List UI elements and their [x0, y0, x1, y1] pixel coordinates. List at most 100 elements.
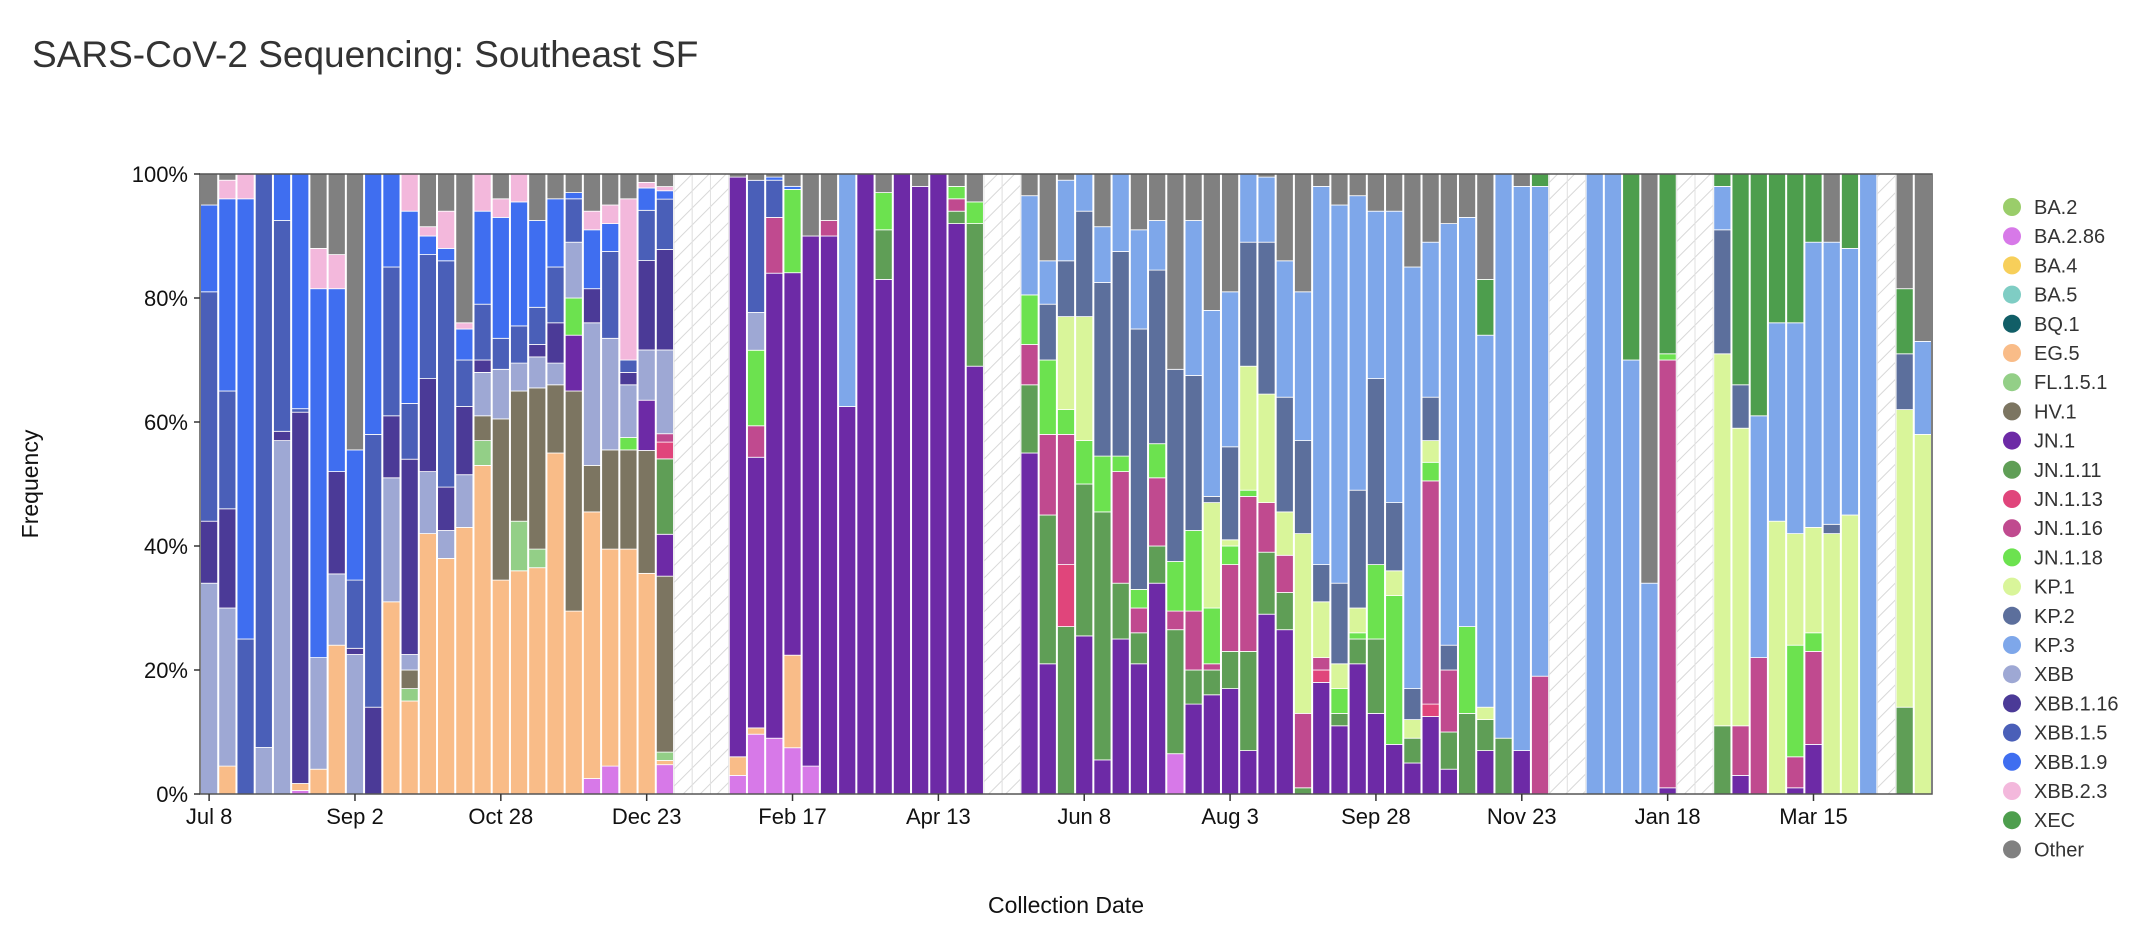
- bars-layer: [200, 173, 1932, 795]
- segment-XBB.1.16: [364, 706, 383, 795]
- bar-W30: [728, 173, 747, 795]
- bar-W50: [1093, 173, 1112, 795]
- segment-KP.2: [1221, 446, 1240, 541]
- segment-XBB.2.3: [400, 173, 419, 212]
- segment-EG.5: [655, 760, 674, 766]
- segment-XBB.1.9: [655, 190, 674, 200]
- legend-swatch: [2003, 636, 2021, 654]
- segment-HV.1: [546, 384, 565, 454]
- segment-KP.2: [1439, 644, 1458, 671]
- legend-item-BQ.1: BQ.1: [2003, 314, 2080, 336]
- segment-KP.1: [1476, 706, 1495, 721]
- segment-EG.5: [491, 579, 510, 795]
- segment-BA.2.86: [765, 737, 784, 795]
- segment-JN.1.16: [1221, 564, 1240, 652]
- segment-EG.5: [783, 654, 802, 749]
- y-tick-label: 100%: [132, 162, 188, 187]
- segment-KP.1: [1075, 316, 1094, 442]
- segment-Other: [1385, 173, 1404, 212]
- segment-JN.1: [1348, 663, 1367, 795]
- segment-Other: [1202, 173, 1221, 311]
- segment-JN.1.18: [1057, 409, 1075, 435]
- legend-swatch: [2003, 519, 2021, 538]
- no-data-column: [709, 173, 730, 795]
- legend-item-XEC: XEC: [2003, 810, 2075, 832]
- segment-JN.1: [765, 272, 784, 739]
- segment-Other: [309, 173, 328, 249]
- segment-JN.1: [1786, 787, 1805, 795]
- segment-Other: [1895, 173, 1914, 290]
- segment-XBB.1.9: [583, 229, 601, 290]
- segment-XBB.1.9: [637, 187, 656, 211]
- segment-KP.1: [1913, 433, 1932, 795]
- segment-XBB.1.5: [273, 220, 291, 432]
- segment-XBB.2.3: [236, 173, 255, 200]
- legend-swatch: [2003, 256, 2021, 275]
- segment-JN.1: [1421, 716, 1440, 795]
- segment-Other: [1184, 173, 1203, 221]
- segment-XBB.1.9: [783, 185, 802, 190]
- segment-XBB.1.16: [273, 430, 291, 441]
- no-data-column: [1876, 173, 1897, 795]
- segment-XBB: [546, 362, 565, 386]
- segment-XBB.1.5: [510, 325, 528, 364]
- legend-item-FL.1.5.1: FL.1.5.1: [2003, 372, 2107, 394]
- legend-label: FL.1.5.1: [2034, 372, 2107, 394]
- segment-XBB.1.16: [291, 411, 310, 784]
- legend-label: BA.5: [2034, 285, 2077, 307]
- legend-item-Other: Other: [2003, 839, 2084, 861]
- segment-JN.1: [1330, 725, 1349, 795]
- segment-XBB.1.9: [564, 192, 583, 200]
- segment-XBB.1.16: [455, 406, 474, 476]
- legend-label: JN.1.16: [2034, 518, 2103, 540]
- segment-XBB.1.5: [637, 209, 656, 261]
- bar-W17: [491, 173, 510, 795]
- bar-W54: [1166, 173, 1185, 795]
- bar-W89: [1804, 173, 1823, 795]
- segment-XBB.1.9: [765, 176, 784, 181]
- bar-W11: [382, 173, 401, 795]
- segment-JN.1.18: [1020, 294, 1039, 345]
- no-data-column: [691, 173, 711, 795]
- bar-W18: [510, 173, 528, 795]
- segment-XBB.1.5: [382, 266, 401, 417]
- segment-FL.1.5.1: [528, 548, 547, 569]
- segment-JN.1.11: [874, 229, 893, 280]
- segment-JN.1: [1731, 775, 1750, 795]
- axes-layer: 0% 20% 40% 60% 80% 100% Jul 8 Sep 2 Oct 28 Dec 23…: [132, 162, 1933, 829]
- plot-frame: [199, 173, 1933, 795]
- segment-XEC: [1895, 288, 1914, 355]
- segment-HV.1: [400, 669, 419, 690]
- segment-XBB: [218, 607, 237, 767]
- segment-XEC: [1786, 173, 1805, 324]
- segment-Other: [1348, 173, 1367, 197]
- segment-JN.1.13: [1312, 669, 1331, 683]
- segment-EG.5: [418, 533, 437, 795]
- segment-JN.1.11: [1330, 713, 1349, 727]
- segment-Other: [218, 173, 237, 181]
- segment-KP.3: [1148, 220, 1167, 271]
- segment-JN.1.18: [1166, 561, 1185, 612]
- bar-W90: [1822, 173, 1841, 795]
- segment-KP.2: [1713, 229, 1732, 355]
- segment-XBB.1.5: [601, 251, 620, 339]
- segment-EG.5: [546, 452, 565, 795]
- segment-XBB.1.9: [200, 204, 219, 293]
- segment-KP.1: [1804, 527, 1823, 634]
- segment-JN.1.18: [1348, 632, 1367, 640]
- segment-KP.3: [1841, 247, 1859, 516]
- segment-Other: [911, 173, 930, 187]
- bar-W87: [1768, 173, 1786, 795]
- bar-W61: [1294, 173, 1312, 795]
- segment-XBB.1.5: [400, 402, 419, 460]
- segment-KP.3: [1913, 340, 1932, 435]
- segment-Other: [528, 173, 547, 221]
- segment-XEC: [1804, 173, 1823, 243]
- segment-XBB: [619, 384, 638, 438]
- segment-XBB.1.9: [491, 216, 510, 339]
- segment-XBB.2.3: [510, 173, 528, 203]
- segment-XBB: [655, 349, 674, 435]
- legend-label: JN.1.11: [2034, 460, 2101, 482]
- segment-KP.1: [1239, 365, 1258, 491]
